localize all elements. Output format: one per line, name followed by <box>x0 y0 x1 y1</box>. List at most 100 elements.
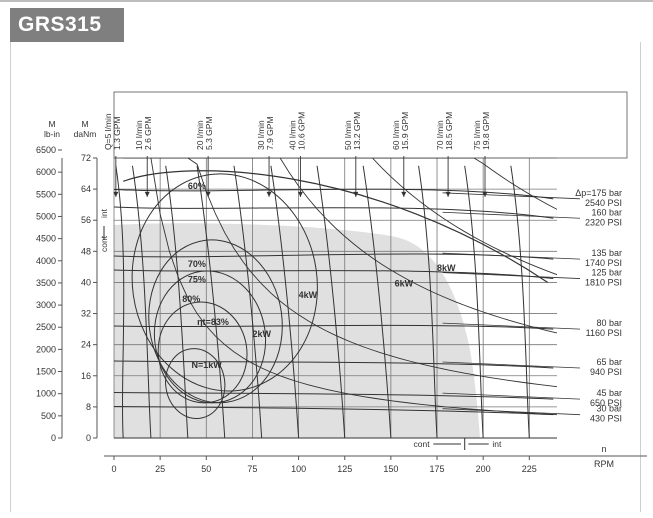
cont-rpm-label: cont <box>414 439 431 449</box>
x-tick-label: 150 <box>383 464 398 474</box>
flow-curve <box>131 165 152 438</box>
pressure-arrow <box>442 361 581 369</box>
flow-curve <box>316 165 346 438</box>
flow-label-gpm: 5.3 GPM <box>204 116 214 150</box>
inner-y-tick-label: 40 <box>81 277 91 287</box>
pressure-label: 30 bar <box>596 404 622 414</box>
flow-arrowhead <box>144 191 150 197</box>
pressure-curve <box>114 406 554 416</box>
flow-curve <box>464 165 484 438</box>
flow-label: 75 l/min <box>472 120 482 150</box>
pressure-label-psi: 650 PSI <box>590 398 622 408</box>
int-rpm-label: int <box>492 439 502 449</box>
x-tick-label: 25 <box>155 464 165 474</box>
x-tick-label: 125 <box>337 464 352 474</box>
outer-y-tick-label: 3000 <box>36 300 56 310</box>
pressure-curve <box>114 392 554 400</box>
x-tick-label: 75 <box>247 464 257 474</box>
cont-label: cont <box>99 235 109 252</box>
power-label: 6kW <box>395 278 414 288</box>
x-tick-label: 175 <box>430 464 445 474</box>
flow-label-gpm: 19.8 GPM <box>481 112 491 150</box>
pressure-arrow <box>442 408 581 416</box>
pressure-label: Δp=175 bar <box>575 188 622 198</box>
flow-arrowhead <box>401 191 407 197</box>
x-label: n <box>601 444 606 454</box>
flow-label: 30 l/min <box>256 120 266 150</box>
model-title: GRS315 <box>18 13 102 36</box>
flow-arrowhead <box>297 191 303 197</box>
flow-curve <box>362 165 392 438</box>
efficiency-contour <box>165 348 226 419</box>
flow-label-frame <box>113 91 628 159</box>
content-frame <box>10 42 641 512</box>
x-tick-label: 100 <box>291 464 306 474</box>
pressure-arrow <box>442 192 581 200</box>
inner-y-tick-label: 64 <box>81 184 91 194</box>
int-label: int <box>99 208 109 218</box>
flow-arrowhead <box>113 191 119 197</box>
inner-y-tick-label: 8 <box>86 402 91 412</box>
pressure-label-psi: 1810 PSI <box>585 278 622 288</box>
inner-y-tick-label: 24 <box>81 340 91 350</box>
pressure-label-psi: 2320 PSI <box>585 217 622 227</box>
outer-y-tick-label: 6000 <box>36 167 56 177</box>
power-label: 4kW <box>299 290 318 300</box>
efficiency-label: ηt=83% <box>197 317 229 327</box>
flow-arrowhead <box>205 191 211 197</box>
flow-label: 70 l/min <box>435 120 445 150</box>
flow-label: 20 l/min <box>195 120 205 150</box>
pressure-arrow <box>442 322 581 330</box>
flow-curve <box>196 165 226 438</box>
pressure-curve <box>114 206 554 219</box>
flow-label: 50 l/min <box>343 120 353 150</box>
flow-label-gpm: 15.9 GPM <box>400 112 410 150</box>
labels-group: Q=5 l/min 1.3 GPM 10 l/min 2.6 GPM 20 l/min 5… <box>99 112 622 450</box>
pressure-label: 125 bar <box>591 268 622 278</box>
flow-label-gpm: 7.9 GPM <box>265 116 275 150</box>
efficiency-contour <box>157 301 248 404</box>
x-tick-label: 200 <box>476 464 491 474</box>
power-curve <box>123 158 557 388</box>
power-label: 8kW <box>437 263 456 273</box>
outer-y-tick-label: 1000 <box>36 389 56 399</box>
pressure-label: 65 bar <box>596 357 622 367</box>
outer-y-tick-label: 2000 <box>36 344 56 354</box>
top-rule <box>0 0 653 2</box>
flow-arrowhead <box>266 191 272 197</box>
pressure-label-psi: 430 PSI <box>590 414 622 424</box>
outer-y-tick-label: 2500 <box>36 322 56 332</box>
pressure-label-psi: 1160 PSI <box>586 328 622 338</box>
flow-curve <box>165 165 189 438</box>
pressure-arrow <box>442 272 581 279</box>
outer-y-unit: lb-in <box>44 129 60 139</box>
power-label: N=1kW <box>192 360 223 370</box>
inner-y-tick-label: 48 <box>81 246 91 256</box>
pressure-label: 160 bar <box>591 207 622 217</box>
inner-y-tick-label: 32 <box>81 309 91 319</box>
flow-arrowhead <box>353 191 359 197</box>
pressure-label-psi: 940 PSI <box>590 367 622 377</box>
outer-y-tick-label: 6500 <box>36 145 56 155</box>
pressure-curve <box>114 188 554 200</box>
flow-curve <box>270 165 300 438</box>
inner-y-tick-label: 0 <box>86 433 91 443</box>
efficiency-label: 60% <box>188 181 206 191</box>
axes-group: 0500100015002000250030003500400045005000… <box>36 119 647 474</box>
pressure-label: 80 bar <box>596 318 622 328</box>
efficiency-label: 80% <box>182 294 200 304</box>
flow-label-gpm: 18.5 GPM <box>444 112 454 150</box>
efficiency-label: 75% <box>188 274 206 284</box>
flow-label: 10 l/min <box>134 120 144 150</box>
pressure-curve <box>114 360 554 369</box>
flow-label-gpm: 10.6 GPM <box>296 112 306 150</box>
pressure-label-psi: 1740 PSI <box>585 258 622 268</box>
efficiency-label: 70% <box>188 259 206 269</box>
pressure-label-psi: 2540 PSI <box>585 198 622 208</box>
flow-label: 40 l/min <box>287 120 297 150</box>
inner-y-unit: daNm <box>74 129 97 139</box>
x-unit: RPM <box>594 459 614 469</box>
flow-label-gpm: 2.6 GPM <box>143 116 153 150</box>
pressure-label: 45 bar <box>596 388 622 398</box>
